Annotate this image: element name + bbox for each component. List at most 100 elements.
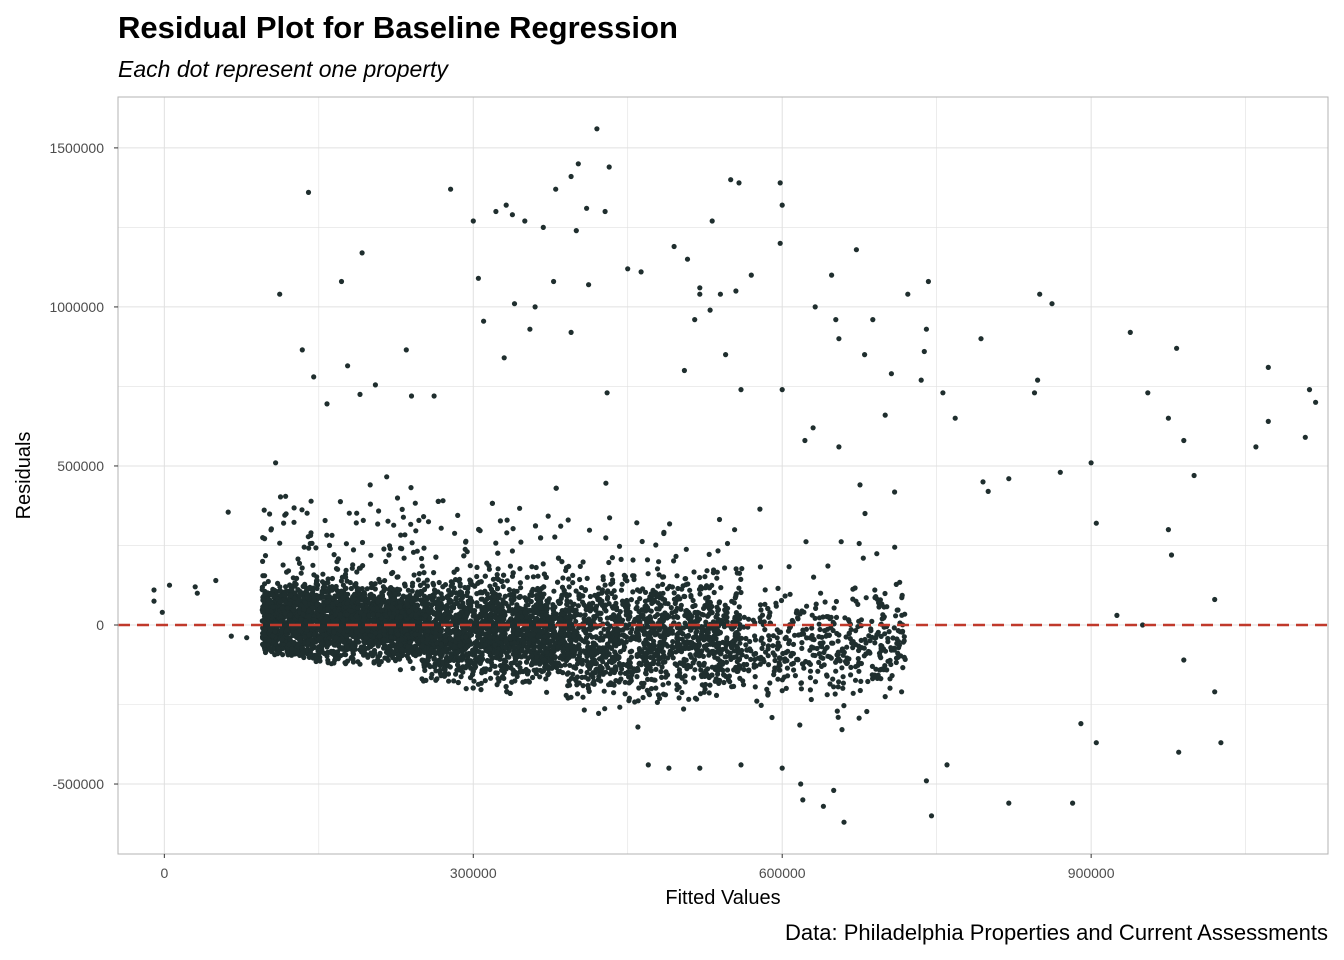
scatter-point: [509, 548, 515, 554]
scatter-point: [681, 706, 687, 712]
scatter-point: [421, 545, 427, 551]
scatter-point: [343, 567, 349, 574]
scatter-point: [474, 600, 480, 606]
scatter-point: [295, 556, 301, 562]
scatter-point: [367, 638, 373, 645]
scatter-point: [706, 551, 712, 558]
scatter-point: [364, 586, 370, 592]
scatter-point: [455, 662, 461, 668]
scatter-point: [392, 591, 398, 597]
scatter-point: [519, 627, 526, 633]
scatter-point: [502, 593, 508, 599]
scatter-point: [415, 624, 421, 631]
scatter-point: [376, 624, 383, 630]
scatter-point: [303, 620, 309, 626]
scatter-point: [488, 616, 494, 622]
scatter-point: [537, 674, 543, 680]
scatter-point: [524, 625, 530, 631]
scatter-point: [434, 623, 440, 630]
scatter-point: [400, 514, 406, 520]
scatter-point: [495, 616, 501, 622]
scatter-point: [423, 599, 429, 605]
scatter-point: [352, 591, 358, 597]
scatter-point: [265, 597, 272, 604]
scatter-point: [270, 633, 276, 639]
scatter-point: [628, 597, 635, 603]
scatter-point: [463, 651, 470, 657]
scatter-point: [648, 686, 655, 692]
scatter-point: [446, 587, 452, 594]
scatter-point: [392, 658, 399, 664]
scatter-point: [443, 638, 449, 644]
scatter-point: [264, 621, 270, 627]
scatter-point: [488, 675, 494, 681]
scatter-point: [388, 639, 394, 645]
scatter-point: [494, 655, 500, 661]
scatter-point: [457, 576, 463, 582]
scatter-point: [360, 649, 366, 655]
scatter-point: [487, 612, 493, 618]
scatter-point: [348, 655, 354, 661]
scatter-point: [559, 559, 565, 565]
scatter-point: [399, 596, 405, 602]
scatter-point: [432, 651, 438, 657]
scatter-point: [405, 587, 411, 593]
scatter-point: [455, 636, 461, 642]
scatter-point: [413, 528, 419, 534]
scatter-point: [399, 609, 405, 616]
scatter-point: [334, 559, 340, 565]
scatter-point: [450, 619, 456, 625]
scatter-point: [464, 592, 470, 599]
scatter-point: [459, 618, 465, 624]
scatter-point: [540, 644, 546, 650]
scatter-point: [421, 514, 427, 520]
scatter-point: [343, 541, 349, 547]
scatter-point: [277, 540, 283, 546]
scatter-point: [441, 666, 447, 672]
scatter-point: [505, 604, 512, 610]
scatter-point: [538, 599, 544, 605]
scatter-point: [507, 636, 513, 642]
scatter-point: [489, 590, 495, 596]
scatter-point: [329, 587, 335, 593]
scatter-point: [495, 675, 501, 682]
scatter-point: [499, 578, 505, 584]
scatter-point: [645, 676, 651, 683]
scatter-point: [413, 606, 419, 613]
scatter-point: [324, 644, 330, 650]
scatter-point: [435, 658, 441, 664]
scatter-point: [494, 636, 500, 642]
scatter-point: [452, 530, 458, 536]
scatter-point: [510, 570, 516, 576]
scatter-point: [555, 579, 561, 585]
scatter-point: [437, 611, 443, 617]
scatter-point: [682, 679, 688, 685]
scatter-point: [317, 635, 324, 641]
scatter-point: [381, 588, 387, 594]
scatter-point: [422, 613, 429, 619]
scatter-point: [397, 667, 403, 673]
scatter-point: [307, 540, 313, 547]
scatter-point: [514, 612, 521, 618]
scatter-point: [391, 522, 397, 528]
scatter-point: [328, 648, 334, 655]
scatter-point: [299, 565, 305, 571]
scatter-point: [386, 552, 392, 558]
scatter-point: [531, 637, 537, 643]
scatter-point: [344, 633, 350, 639]
scatter-point: [504, 517, 510, 523]
scatter-point: [410, 595, 416, 601]
scatter-point: [325, 576, 331, 582]
scatter-point: [538, 591, 544, 598]
scatter-point: [500, 664, 506, 670]
scatter-point: [545, 631, 551, 638]
scatter-point: [412, 650, 418, 656]
scatter-point: [447, 641, 453, 647]
scatter-point: [388, 627, 394, 633]
scatter-point: [548, 638, 554, 644]
scatter-point: [432, 587, 438, 593]
scatter-point: [523, 603, 529, 609]
scatter-point: [493, 540, 499, 546]
scatter-point: [455, 649, 461, 656]
scatter-point: [409, 583, 415, 589]
